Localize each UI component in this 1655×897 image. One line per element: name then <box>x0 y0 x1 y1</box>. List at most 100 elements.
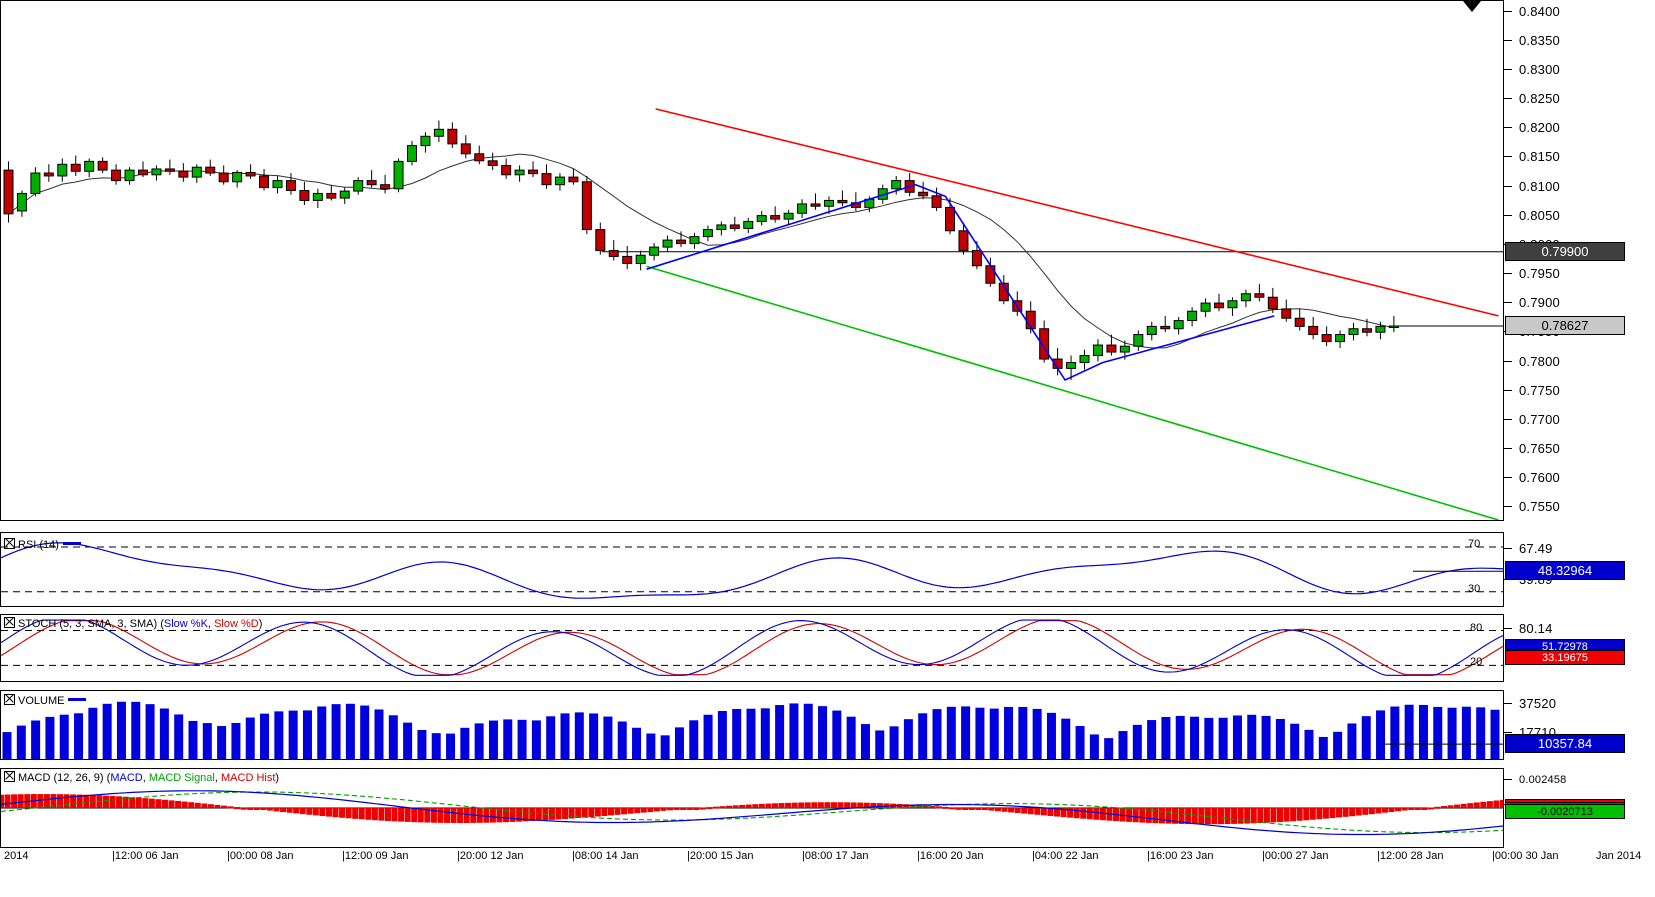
volume-close-icon[interactable] <box>4 694 15 705</box>
stoch-legend: (Slow %K, Slow %D) <box>160 618 263 630</box>
rsi-current-badge: 48.32964 <box>1505 561 1625 581</box>
tick-label: 0.002458 <box>1519 773 1567 786</box>
volume-swatch <box>68 698 87 701</box>
rsi-panel[interactable] <box>0 532 1504 607</box>
macd-legend-macd: MACD <box>110 772 143 784</box>
tick-mark <box>1503 360 1512 362</box>
stoch-level-label: 20 <box>1470 656 1483 669</box>
rsi-header[interactable]: RSI (14) <box>4 538 81 551</box>
macd-axis-line <box>1503 768 1504 848</box>
tick-label: 0.8300 <box>1519 61 1560 77</box>
volume-header[interactable]: VOLUME <box>4 694 87 707</box>
tick-mark <box>1503 418 1512 420</box>
volume-axis-line <box>1503 690 1504 760</box>
rsi-tick: 67.49 <box>1503 540 1655 556</box>
macd-hist-badge: -0.0020713 <box>1505 804 1625 820</box>
price-tick: 0.8200 <box>1503 120 1655 136</box>
stoch-header[interactable]: STOCH (5, 3, SMA, 3, SMA) (Slow %K, Slow… <box>4 617 262 630</box>
time-axis: 2014 |12:00 06 Jan |00:00 08 Jan |12:00 09 … <box>0 848 1655 868</box>
price-marker-badge: 0.78627 <box>1505 315 1625 335</box>
macd-header[interactable]: MACD (12, 26, 9) (MACD, MACD Signal, MAC… <box>4 771 279 784</box>
price-tick: 0.8300 <box>1503 61 1655 77</box>
stoch-legend-k: Slow %K <box>163 618 208 630</box>
tick-mark <box>1503 778 1512 780</box>
tick-mark <box>1503 703 1512 705</box>
time-tick-label: |00:00 08 Jan <box>227 850 294 862</box>
tick-label: 0.7600 <box>1519 470 1560 486</box>
macd-panel[interactable] <box>0 768 1504 848</box>
stoch-legend-d: Slow %D <box>214 618 259 630</box>
time-tick-label: |00:00 27 Jan <box>1262 850 1329 862</box>
tick-mark <box>1503 628 1512 630</box>
tick-label: 0.7550 <box>1519 499 1560 515</box>
stoch-axis-line <box>1503 614 1504 682</box>
price-tick: 0.7650 <box>1503 442 1655 455</box>
tick-mark <box>1503 448 1512 450</box>
price-tick: 0.7950 <box>1503 266 1655 282</box>
time-tick-label: |12:00 09 Jan <box>342 850 409 862</box>
tick-label: 80.14 <box>1519 621 1553 637</box>
rsi-level-label: 30 <box>1468 582 1481 595</box>
stoch-level-label: 80 <box>1470 621 1483 634</box>
stoch-panel[interactable] <box>0 614 1504 682</box>
rsi-line-swatch <box>62 542 81 545</box>
price-tick: 0.7700 <box>1503 411 1655 427</box>
tick-mark <box>1503 302 1512 304</box>
tick-mark <box>1503 547 1512 549</box>
tick-label: 0.8050 <box>1519 207 1560 223</box>
price-tick: 0.8250 <box>1503 91 1655 107</box>
rsi-title: RSI (14) <box>18 539 59 551</box>
rsi-plot[interactable] <box>1 533 1503 606</box>
macd-legend-hist: MACD Hist <box>221 772 276 784</box>
stoch-plot[interactable] <box>1 615 1503 681</box>
price-tick: 0.8050 <box>1503 207 1655 223</box>
stoch-title: STOCH (5, 3, SMA, 3, SMA) <box>18 618 158 630</box>
rsi-close-icon[interactable] <box>4 538 15 549</box>
tick-label: 0.7700 <box>1519 411 1560 427</box>
price-tick: 0.7600 <box>1503 470 1655 486</box>
price-tick: 0.7550 <box>1503 499 1655 515</box>
volume-plot[interactable] <box>1 691 1503 759</box>
tick-label: 0.8250 <box>1519 91 1560 107</box>
tick-mark <box>1503 477 1512 479</box>
macd-plot[interactable] <box>1 769 1503 847</box>
tick-label: 0.8200 <box>1519 120 1560 136</box>
tick-mark <box>1503 98 1512 100</box>
stoch-axis: 80 20 80.14 <box>1470 614 1655 682</box>
tick-mark <box>1503 273 1512 275</box>
price-tick: 0.8150 <box>1503 150 1655 163</box>
volume-title: VOLUME <box>18 695 65 707</box>
tick-mark <box>1503 214 1512 216</box>
price-tick: 0.7900 <box>1503 295 1655 311</box>
tick-mark <box>1503 389 1512 391</box>
time-tick-label: |16:00 23 Jan <box>1147 850 1214 862</box>
stoch-d-badge: 33.19675 <box>1505 649 1625 665</box>
tick-mark <box>1503 39 1512 41</box>
price-axis-line <box>1503 0 1504 521</box>
price-tick: 0.8350 <box>1503 34 1655 47</box>
tick-label: 0.7950 <box>1519 266 1560 282</box>
rsi-level-label: 70 <box>1468 538 1481 551</box>
time-tick-label: |08:00 17 Jan <box>802 850 869 862</box>
price-tick: 0.7800 <box>1503 355 1655 368</box>
tick-label: 0.8100 <box>1519 178 1560 194</box>
macd-legend: (MACD, MACD Signal, MACD Hist) <box>106 772 280 784</box>
tick-label: 0.7900 <box>1519 295 1560 311</box>
time-tick-label: |00:00 30 Jan <box>1492 850 1559 862</box>
time-tick-label: |20:00 15 Jan <box>687 850 754 862</box>
time-tick-label: |08:00 14 Jan <box>572 850 639 862</box>
tick-label: 0.7750 <box>1519 382 1560 398</box>
time-tick-label: |12:00 28 Jan <box>1377 850 1444 862</box>
tick-mark <box>1503 731 1512 733</box>
price-candlestick-plot[interactable] <box>1 1 1503 520</box>
macd-title: MACD (12, 26, 9) <box>18 772 104 784</box>
stoch-close-icon[interactable] <box>4 617 15 628</box>
tick-label: 67.49 <box>1519 540 1553 556</box>
macd-close-icon[interactable] <box>4 771 15 782</box>
price-tick: 0.7750 <box>1503 382 1655 398</box>
volume-panel[interactable] <box>0 690 1504 760</box>
tick-mark <box>1503 506 1512 508</box>
time-tick-label: |12:00 06 Jan <box>112 850 179 862</box>
tick-mark <box>1503 10 1512 12</box>
price-chart-panel[interactable] <box>0 0 1504 521</box>
